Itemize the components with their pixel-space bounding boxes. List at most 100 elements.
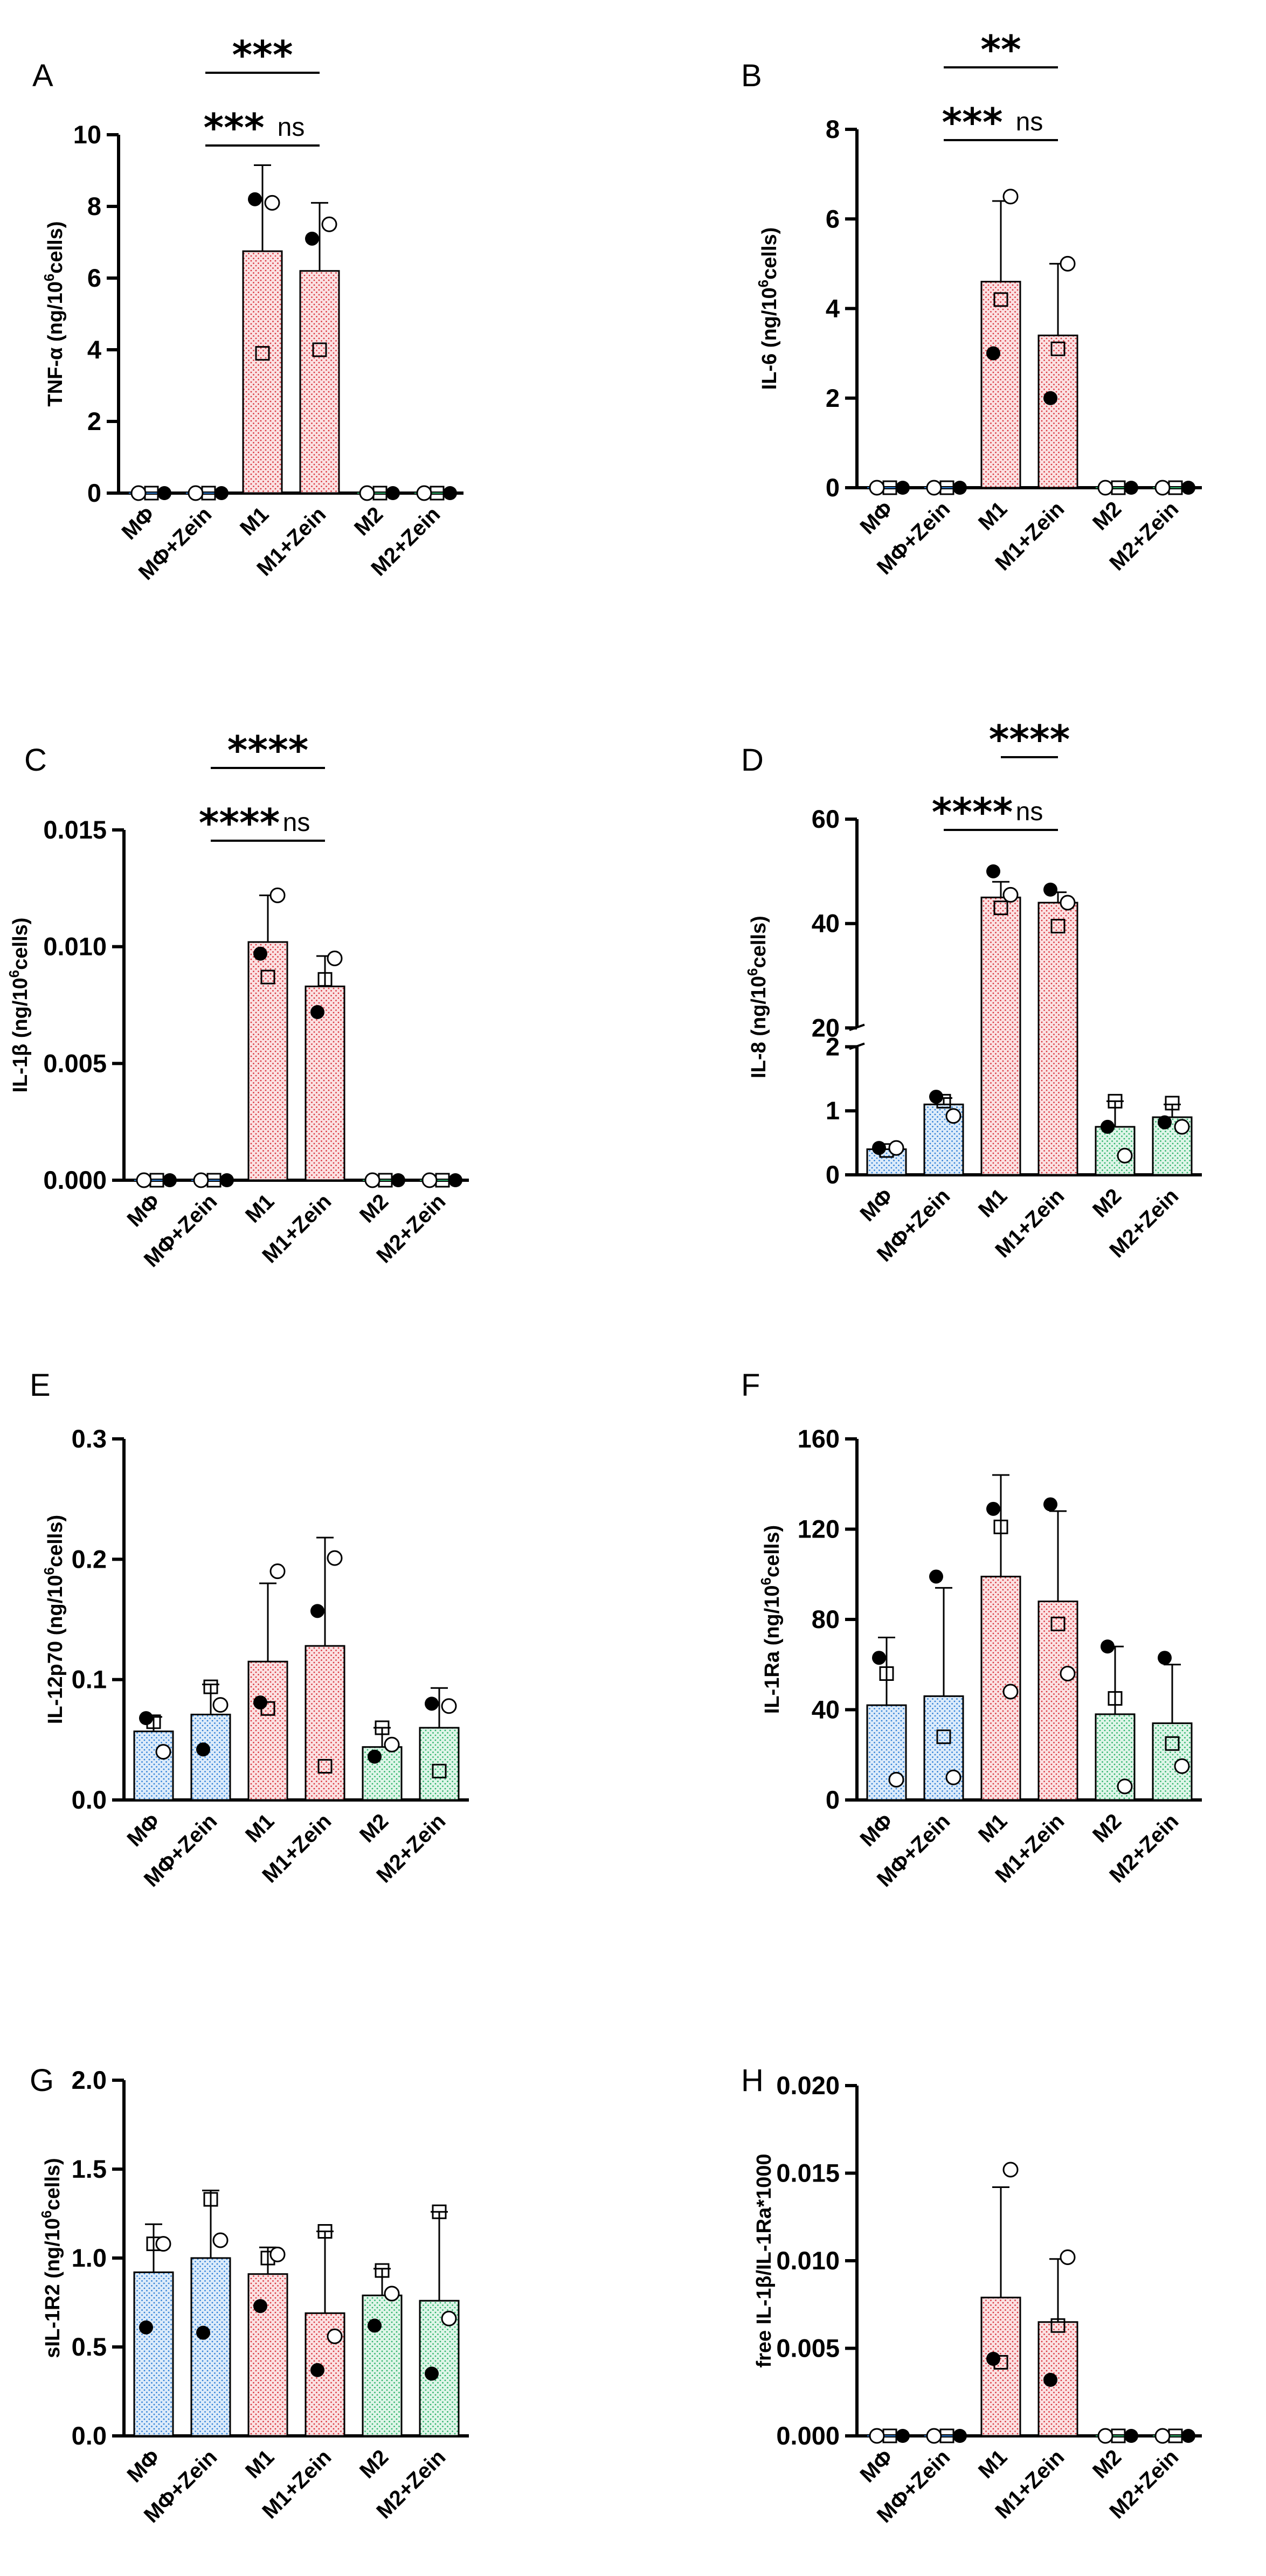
data-point-open-circle (212, 1697, 229, 1713)
data-point-filled-circle (443, 486, 457, 500)
data-point-filled-circle (986, 864, 1000, 878)
data-point-filled-circle (305, 231, 319, 246)
y-tick-label: 1.5 (72, 2155, 107, 2183)
data-point-filled-circle (310, 2363, 324, 2377)
bar-M2 (362, 2294, 403, 2437)
bar-M1+Zein (1037, 334, 1078, 489)
data-point-open-circle (327, 1550, 343, 1566)
data-point-open-circle (359, 485, 375, 501)
y-tick-label: 0.1 (72, 1665, 107, 1694)
y-tick-label: 0.015 (43, 815, 107, 844)
data-point-open-circle (441, 1698, 457, 1714)
data-point-filled-circle (1043, 882, 1057, 897)
bar-MΦ+Zein (190, 2257, 231, 2437)
significance-stars: ** (980, 27, 1021, 72)
data-point-square (993, 1519, 1008, 1534)
y-tick-label: 0.015 (776, 2159, 840, 2187)
data-point-square (1050, 2318, 1066, 2333)
data-point-filled-circle (310, 1005, 324, 1019)
data-point-open-circle (1097, 480, 1113, 496)
data-point-filled-circle (248, 192, 262, 206)
y-tick-label: 6 (826, 204, 840, 233)
axis-break-mark (849, 1023, 865, 1031)
data-point-filled-circle (310, 1604, 324, 1618)
x-tick-label: M2 (1088, 1809, 1126, 1847)
data-point-square (375, 1720, 390, 1735)
x-tick-label: M2 (355, 2445, 393, 2483)
x-tick-label: M1 (241, 2445, 279, 2483)
y-tick-label: 6 (87, 264, 101, 292)
data-point-open-circle (1154, 2428, 1171, 2444)
y-tick-label: 60 (812, 805, 840, 833)
y-tick-label: 160 (798, 1424, 840, 1453)
significance-stars: *** (942, 100, 1003, 145)
bar-M1+Zein (305, 1645, 345, 1801)
data-point-filled-circle (1101, 1119, 1115, 1134)
panel-letter: A (32, 58, 53, 93)
data-point-open-circle (188, 485, 204, 501)
data-point-open-circle (1002, 189, 1019, 205)
y-axis-label: IL-1β (ng/106cells) (6, 918, 32, 1093)
y-tick-label: 0.020 (776, 2071, 840, 2100)
data-point-open-circle (1002, 887, 1019, 903)
data-point-open-circle (1174, 1119, 1190, 1135)
data-point-open-circle (869, 480, 885, 496)
data-point-filled-circle (139, 1711, 153, 1726)
y-tick-label: 0.010 (776, 2246, 840, 2275)
y-tick-label: 1.0 (72, 2243, 107, 2272)
x-tick-label: MΦ (855, 1809, 897, 1851)
x-tick-label: M1 (236, 502, 273, 540)
bar-MΦ+Zein (923, 1695, 964, 1801)
x-tick-label: MΦ (117, 502, 159, 544)
data-point-open-circle (1117, 1778, 1133, 1795)
data-point-filled-circle (253, 2299, 267, 2314)
y-tick-label: 0.0 (72, 2421, 107, 2450)
panel-G: G 0.0 0.5 1.0 1.5 2.0 sIL-1R2 (ng/106cells) MΦ M… (30, 2063, 469, 2527)
data-point-filled-circle (253, 1695, 267, 1710)
x-tick-label: M2 (1088, 497, 1126, 535)
y-tick-label: 0 (826, 1160, 840, 1189)
bar-M2+Zein (1152, 1116, 1193, 1176)
y-tick-label: 40 (812, 1695, 840, 1724)
data-point-square (317, 1758, 333, 1774)
data-point-filled-circle (425, 1696, 439, 1711)
bar-M1 (980, 2296, 1021, 2437)
data-point-open-circle (421, 1172, 438, 1188)
data-point-open-circle (269, 1563, 286, 1580)
data-point-filled-circle (986, 346, 1000, 361)
data-point-open-circle (416, 485, 432, 501)
data-point-square (1108, 1691, 1123, 1706)
data-point-square (879, 1666, 894, 1681)
significance-stars: **** (932, 790, 1013, 835)
data-point-open-circle (1060, 895, 1076, 911)
data-point-open-circle (193, 1172, 209, 1188)
data-point-filled-circle (872, 1141, 886, 1155)
x-tick-label: MΦ (122, 1809, 164, 1851)
bar-M1 (242, 250, 283, 494)
x-tick-label: M1 (974, 1809, 1012, 1847)
y-tick-label: 0.010 (43, 932, 107, 961)
data-point-open-circle (327, 2328, 343, 2344)
bar-MΦ (133, 2271, 174, 2437)
data-point-square (203, 1679, 218, 1694)
panel-C: C 0.000 0.005 0.010 0.015 IL-1β (ng/106cells)… (6, 728, 469, 1272)
y-tick-label: 20 (812, 1013, 840, 1042)
significance-stars: **** (227, 728, 309, 773)
y-tick-label: 0.2 (72, 1545, 107, 1573)
data-point-filled-circle (1043, 2373, 1057, 2387)
data-point-filled-circle (253, 946, 267, 961)
y-axis-label: sIL-1R2 (ng/106cells) (38, 2158, 64, 2358)
bar-MΦ+Zein (190, 1713, 231, 1801)
data-point-square (317, 2224, 333, 2239)
panel-H: H 0.000 0.005 0.010 0.015 0.020 free IL-1β/IL-… (741, 2063, 1202, 2527)
y-tick-label: 8 (826, 115, 840, 143)
data-point-square (1050, 1616, 1066, 1631)
bar-M1 (247, 941, 288, 1181)
y-tick-label: 4 (87, 335, 101, 364)
x-tick-label: M1 (241, 1809, 279, 1847)
data-point-filled-circle (1158, 1115, 1172, 1130)
data-point-filled-circle (368, 1749, 382, 1764)
data-point-open-circle (384, 2286, 400, 2302)
